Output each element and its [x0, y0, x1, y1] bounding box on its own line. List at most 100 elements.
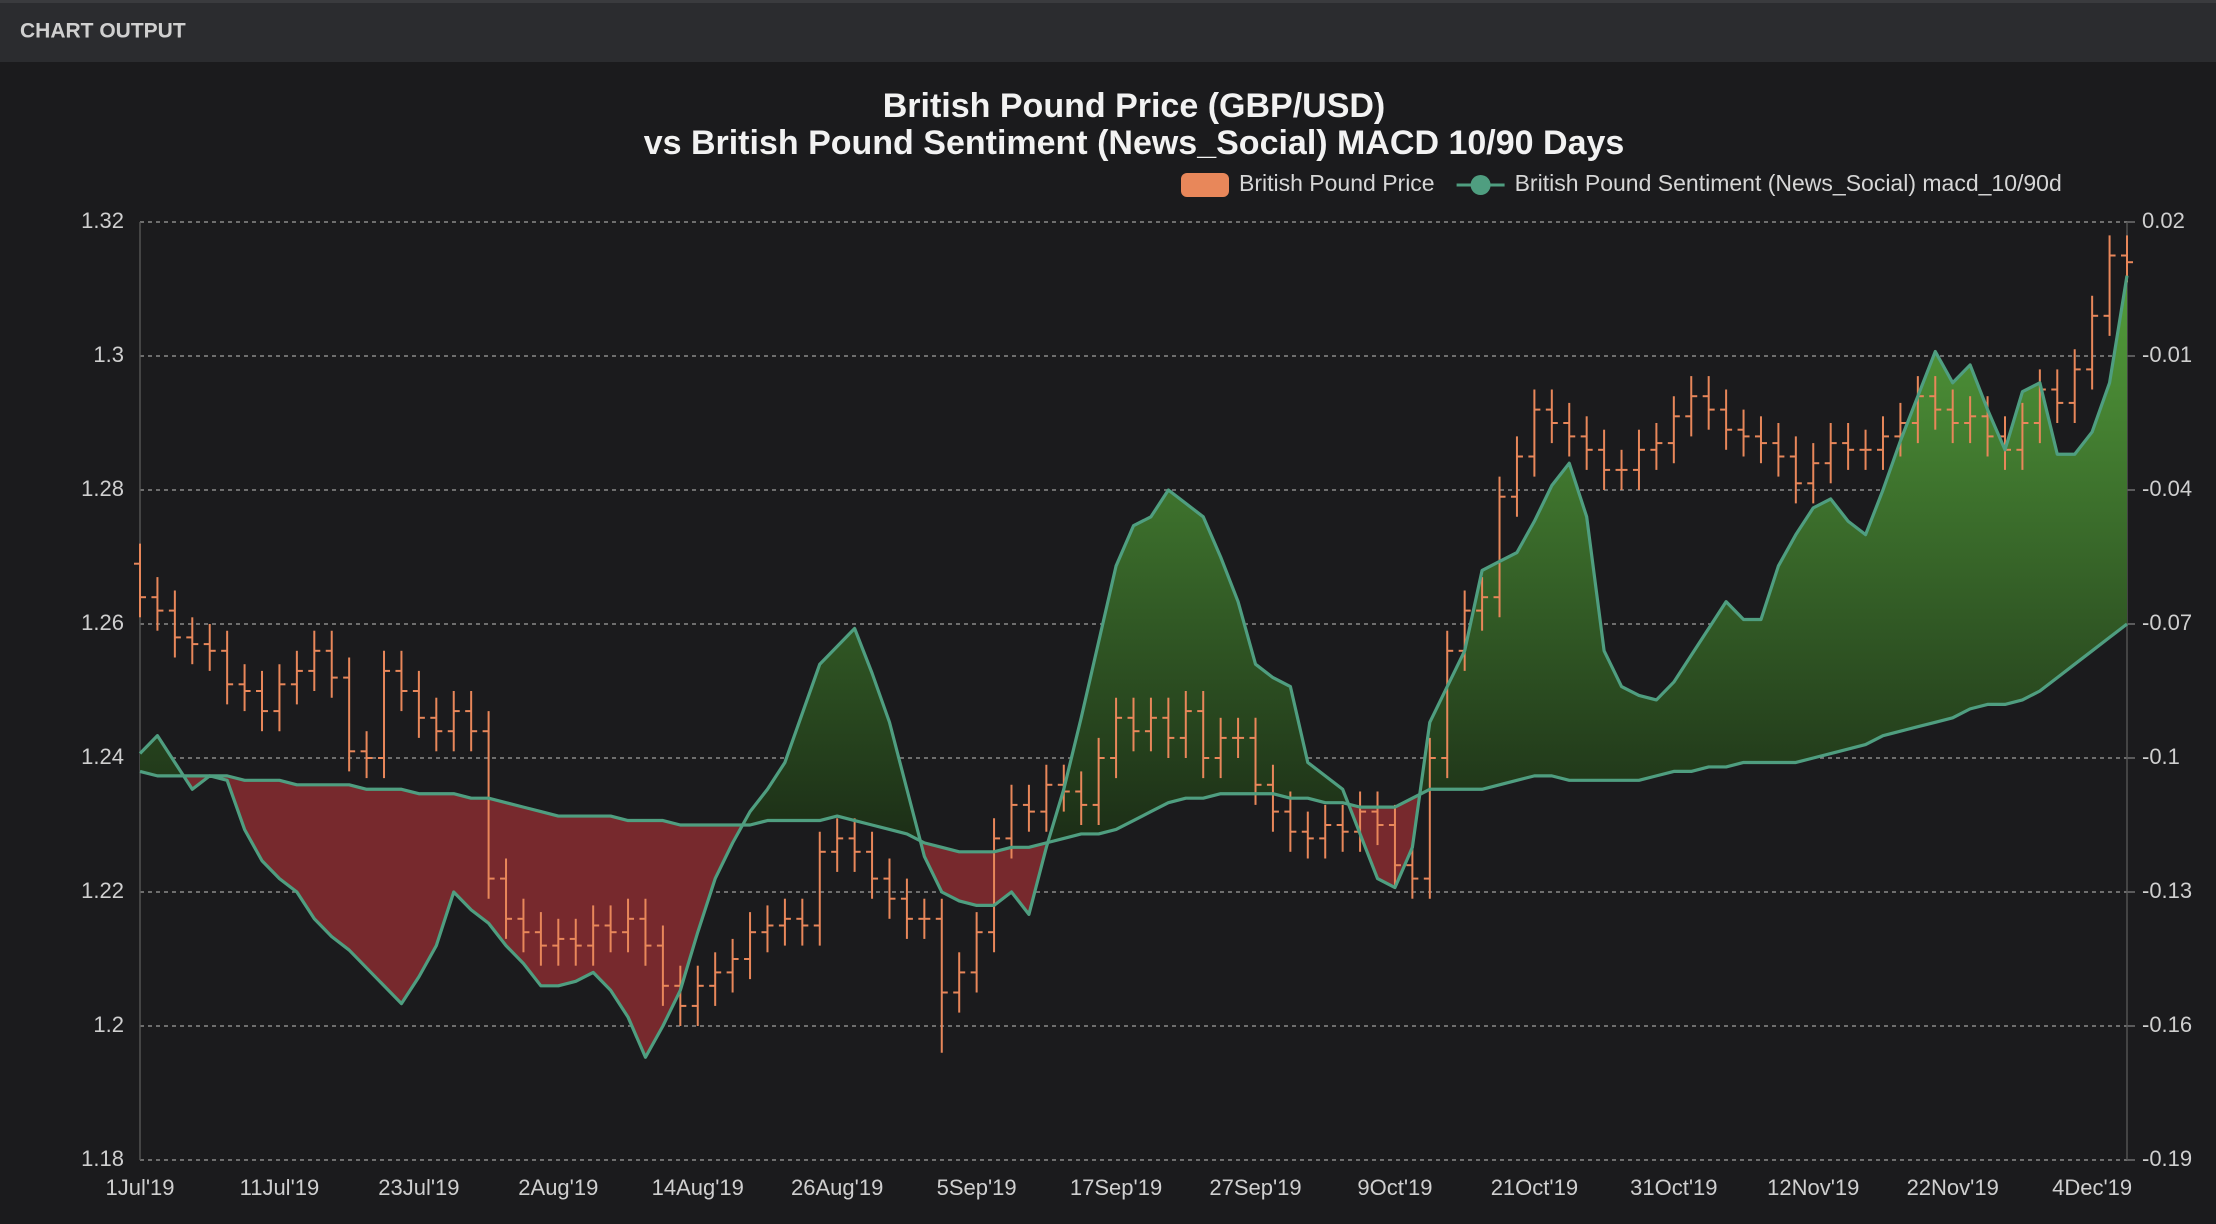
line [138, 275, 2129, 1059]
ohlc-bar [691, 965, 704, 1026]
line [139, 622, 2128, 854]
ohlc-bar [1371, 791, 1384, 846]
ohlc-bar [2051, 369, 2064, 423]
ohlc-bar [604, 905, 617, 953]
chart-title: British Pound Price (GBP/USD) [883, 87, 1386, 125]
x-tick-label: 2Aug'19 [518, 1175, 598, 1200]
ohlc-bar [273, 664, 286, 732]
ohlc-bar [1772, 423, 1785, 477]
ohlc-bar [1232, 717, 1245, 758]
y-tick-label: 1.2 [93, 1012, 124, 1037]
ohlc-bar [2121, 235, 2133, 283]
ohlc-bar [1545, 389, 1558, 444]
ohlc-bar [1301, 811, 1314, 859]
ohlc-bar [1127, 697, 1140, 752]
ohlc-bar [221, 630, 234, 705]
y2-tick-label: -0.01 [2142, 342, 2192, 367]
y-tick-label: 1.28 [81, 476, 124, 501]
ohlc-bar [1214, 717, 1227, 779]
ohlc-bar [482, 711, 495, 899]
x-tick-label: 22Nov'19 [1907, 1175, 1999, 1200]
ohlc-bar [2086, 295, 2099, 390]
fill-above [140, 275, 2127, 852]
ohlc-bar [1754, 416, 1767, 464]
ohlc-bar [395, 650, 408, 712]
ohlc-bar [430, 697, 443, 752]
ohlc-bar [168, 590, 181, 658]
ohlc-bar [1824, 423, 1837, 484]
ohlc-bar [500, 858, 513, 939]
ohlc-bar [1476, 577, 1489, 631]
ohlc-bar [1423, 737, 1436, 899]
ohlc-bar [378, 650, 391, 779]
ohlc-bar [953, 952, 966, 1013]
y-tick-label: 1.32 [81, 208, 124, 233]
ohlc-bar [1929, 376, 1942, 430]
ohlc-bar [1946, 389, 1959, 444]
ohlc-bar [1615, 449, 1628, 490]
ohlc-bar [1789, 436, 1802, 504]
x-tick-label: 4Dec'19 [2052, 1175, 2132, 1200]
ohlc-bar [848, 818, 861, 872]
ohlc-bar [256, 670, 269, 732]
ohlc-bar [1179, 691, 1192, 758]
ohlc-bar [1563, 402, 1576, 457]
y-tick-label: 1.22 [81, 878, 124, 903]
ohlc-bar [935, 898, 948, 1053]
ohlc-bar [1807, 443, 1820, 504]
ohlc-bar [2068, 349, 2081, 423]
ohlc-bar [1441, 630, 1454, 779]
ohlc-bar [1336, 804, 1349, 852]
ohlc-bar [656, 925, 669, 1006]
ohlc-bar [1894, 402, 1907, 457]
x-tick-label: 17Sep'19 [1070, 1175, 1162, 1200]
ohlc-bar [1319, 804, 1332, 859]
ohlc-bar [203, 624, 216, 671]
ohlc-bar [1842, 423, 1855, 470]
ohlc-bar [709, 952, 722, 1006]
panel-header [0, 0, 2216, 62]
y2-tick-label: 0.02 [2142, 208, 2185, 233]
x-tick-label: 26Aug'19 [791, 1175, 883, 1200]
ohlc-bar [1650, 423, 1663, 470]
ohlc-bar [552, 918, 565, 966]
ohlc-bar [1110, 697, 1123, 779]
ohlc-bar [1266, 764, 1279, 832]
ohlc-bar [325, 630, 338, 698]
ohlc-bar [778, 898, 791, 946]
chart-subtitle: vs British Pound Sentiment (News_Social)… [644, 124, 1625, 162]
ohlc-bar [569, 918, 582, 966]
ohlc-bar [447, 691, 460, 752]
x-tick-label: 21Oct'19 [1491, 1175, 1578, 1200]
ohlc-bar [186, 617, 199, 665]
x-tick-label: 23Jul'19 [378, 1175, 459, 1200]
ohlc-bar [1685, 376, 1698, 437]
y2-tick-label: -0.1 [2142, 744, 2180, 769]
ohlc-bar [412, 670, 425, 738]
ohlc-bar [1388, 804, 1401, 886]
ohlc-bar [587, 905, 600, 966]
ohlc-bar [360, 731, 373, 779]
ohlc-bar [918, 898, 931, 939]
ohlc-bar [1510, 436, 1523, 517]
legend-label: British Pound Sentiment (News_Social) ma… [1515, 170, 2062, 196]
ohlc-bar [866, 831, 879, 899]
y-tick-label: 1.3 [93, 342, 124, 367]
ohlc-bar [1632, 429, 1645, 490]
x-tick-label: 31Oct'19 [1630, 1175, 1717, 1200]
ohlc-bar [290, 650, 303, 705]
ohlc-bar [970, 912, 983, 993]
ohlc-bar [622, 898, 635, 953]
x-tick-label: 12Nov'19 [1767, 1175, 1859, 1200]
y2-tick-label: -0.04 [2142, 476, 2192, 501]
ohlc-bar [1040, 764, 1053, 832]
x-tick-label: 5Sep'19 [937, 1175, 1017, 1200]
legend: British Pound Price British Pound Sentime… [1181, 170, 2062, 197]
ohlc-bar [534, 912, 547, 966]
ohlc-bar [1737, 409, 1750, 457]
ohlc-bar [1284, 791, 1297, 852]
ohlc-bar [1092, 737, 1105, 825]
ohlc-bar [674, 965, 687, 1026]
